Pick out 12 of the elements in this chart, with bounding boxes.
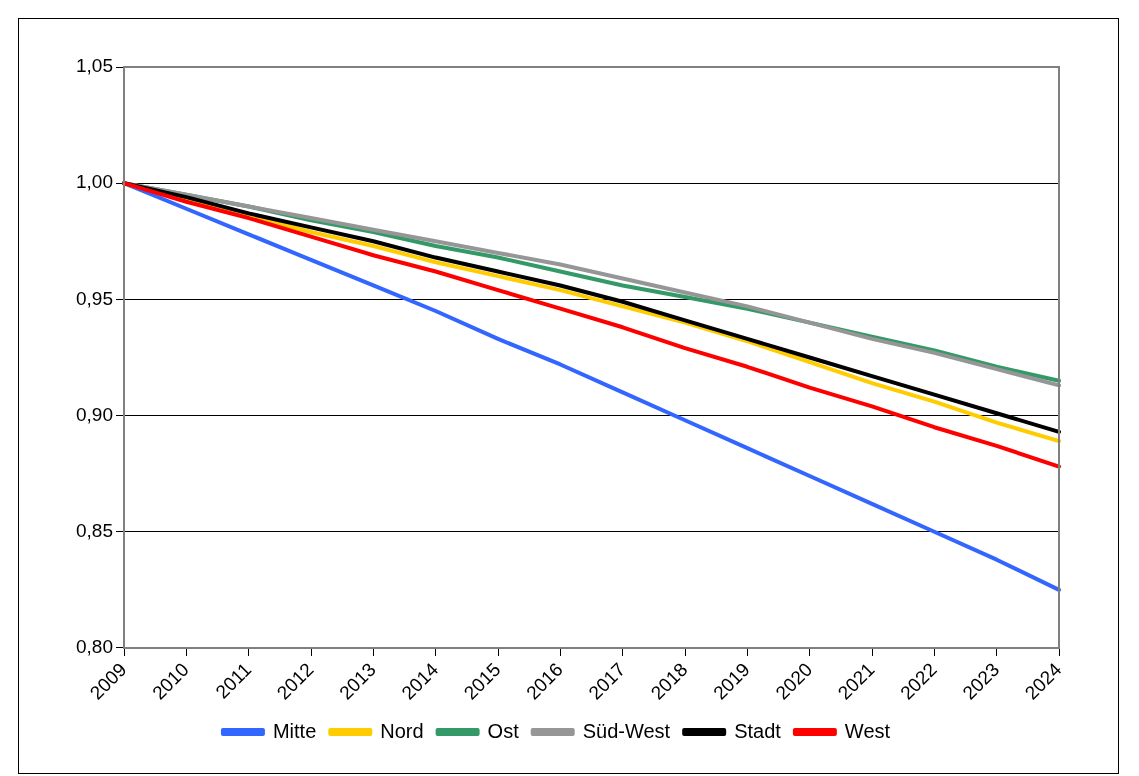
y-tick-label: 0,80: [76, 636, 113, 658]
y-tick-label: 0,95: [76, 287, 113, 309]
legend-label: Süd-West: [582, 719, 671, 742]
y-tick-label: 1,00: [76, 171, 113, 193]
legend-label: Nord: [380, 719, 424, 742]
legend-label: Stadt: [734, 719, 782, 742]
legend-label: Mitte: [272, 719, 317, 742]
legend-label: Ost: [487, 719, 520, 742]
y-tick-label: 0,85: [76, 520, 113, 542]
y-tick-label: 1,05: [76, 55, 113, 77]
y-tick-label: 0,90: [76, 403, 113, 425]
legend-label: West: [844, 719, 891, 742]
